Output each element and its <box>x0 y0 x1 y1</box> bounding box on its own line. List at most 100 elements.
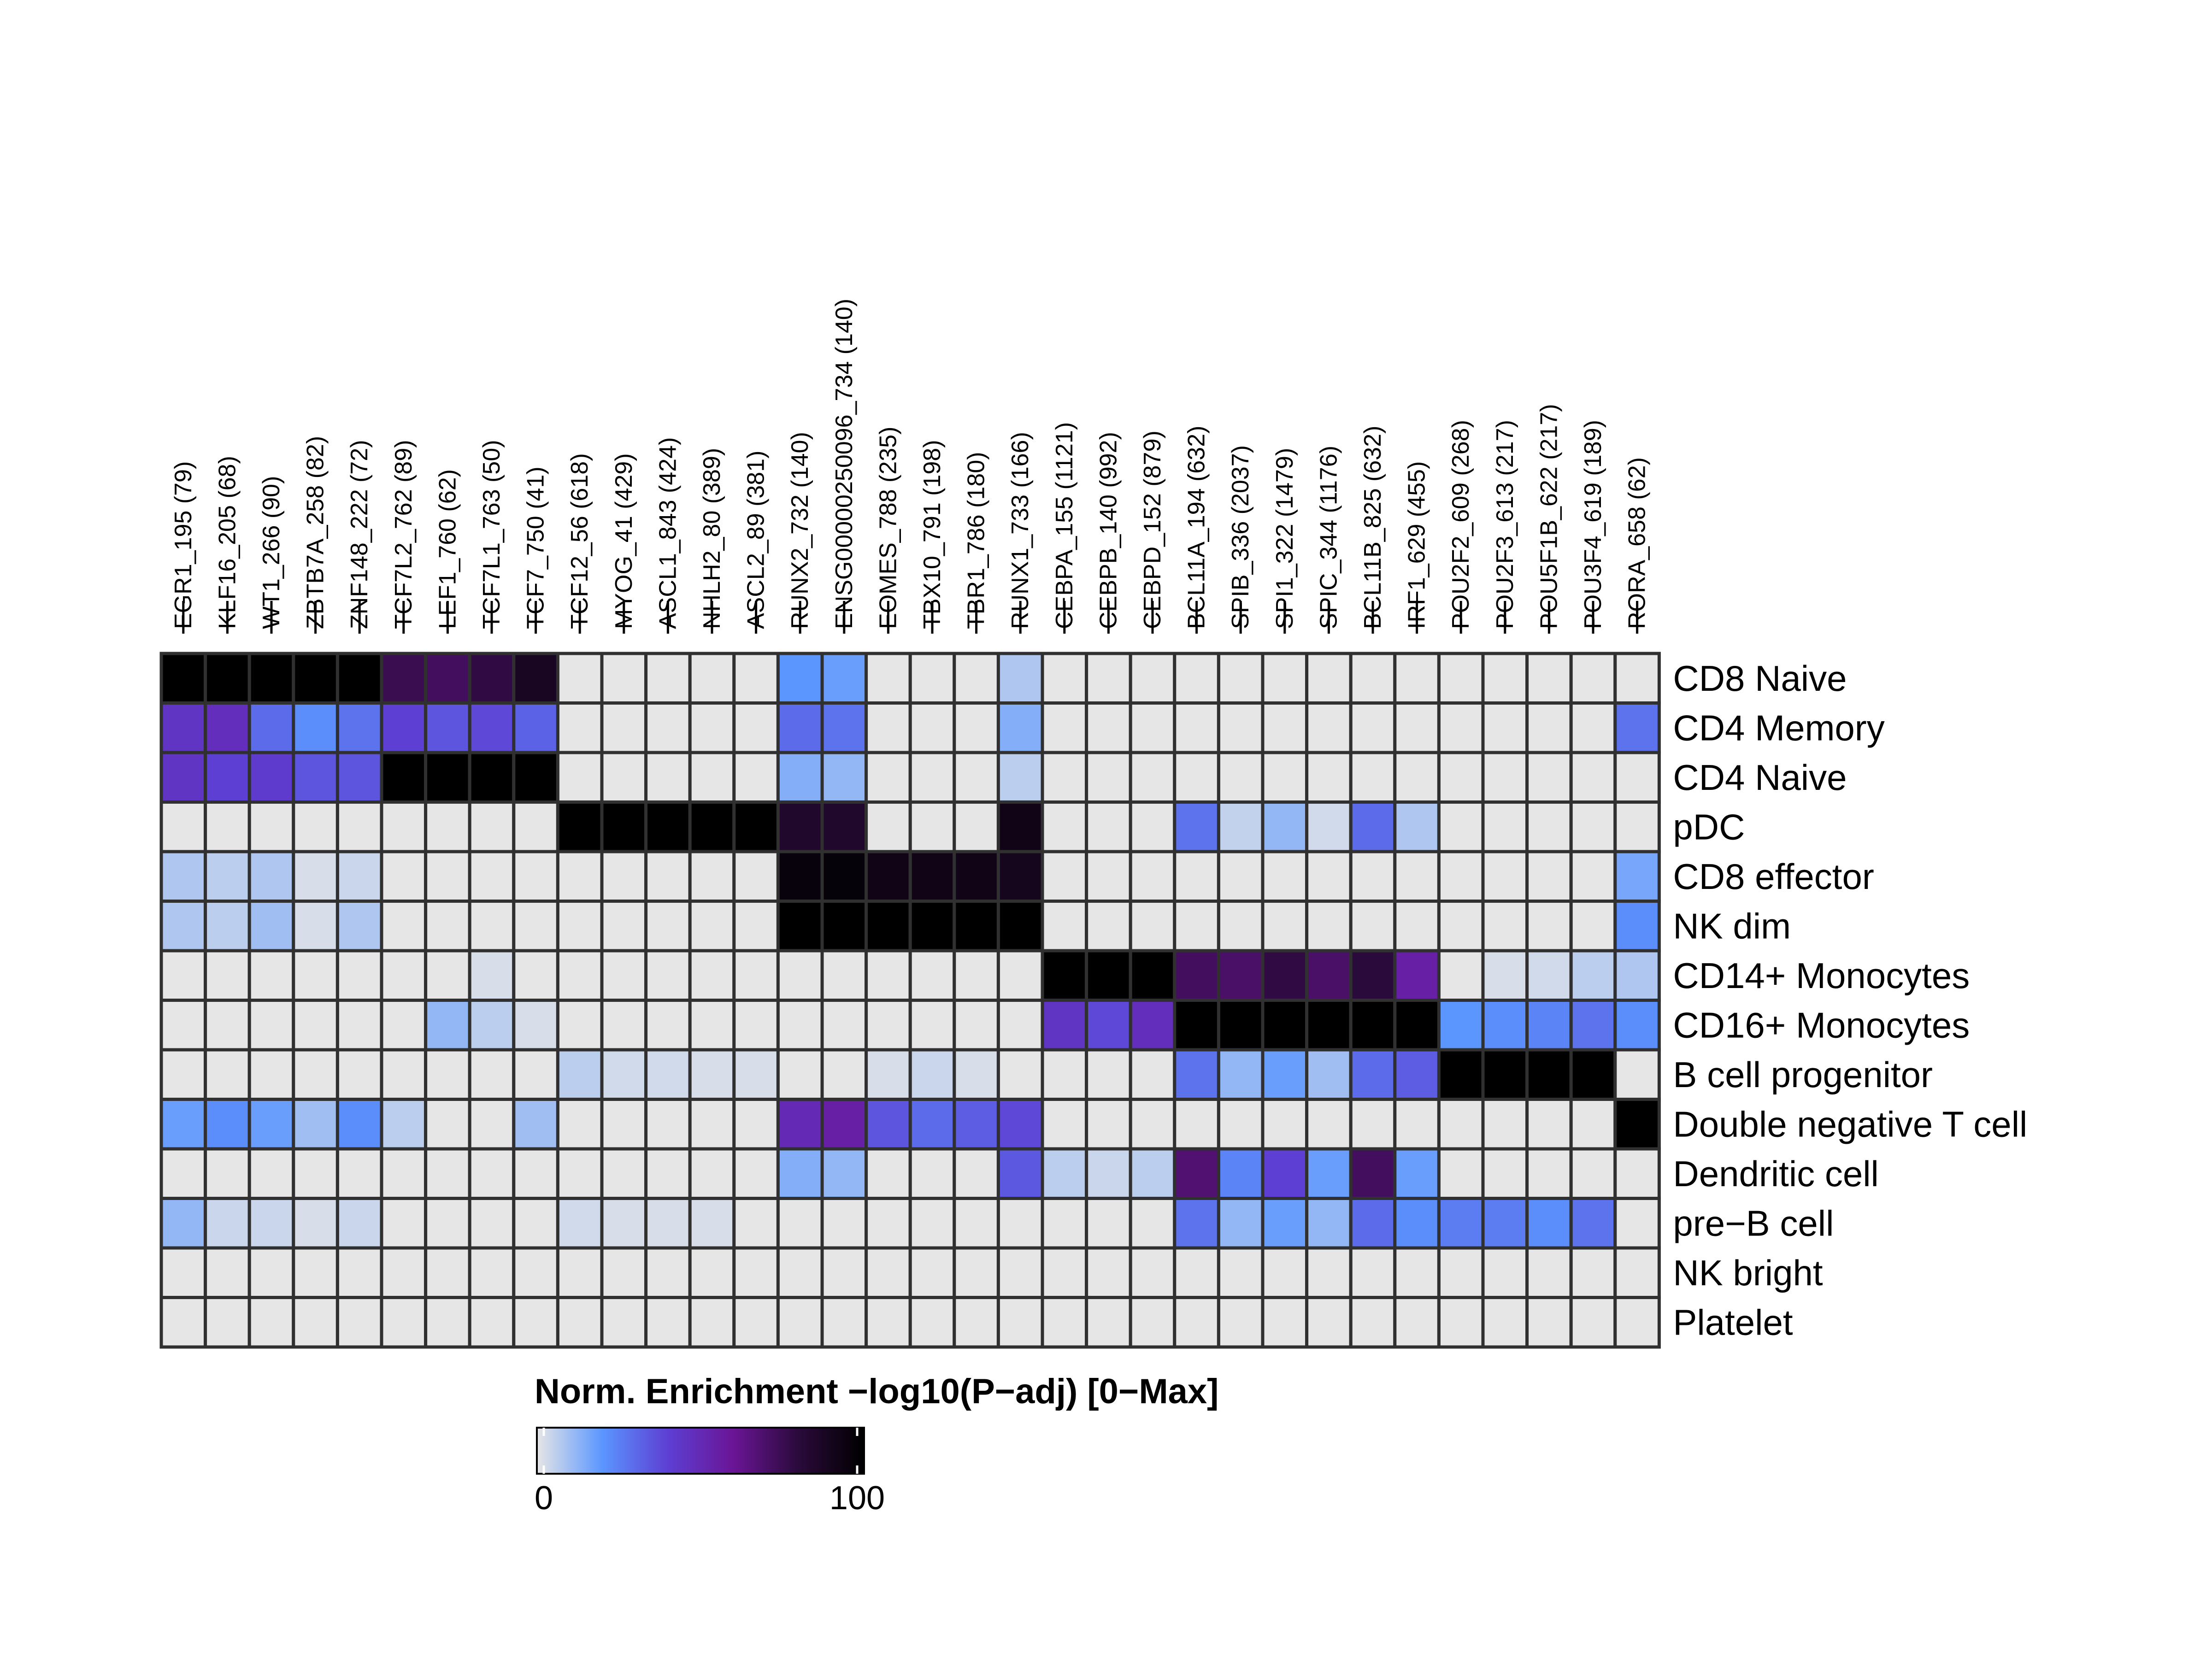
heatmap-cell <box>512 1098 559 1151</box>
heatmap-cell <box>1085 1246 1132 1299</box>
heatmap-cell <box>908 949 956 1002</box>
heatmap-cell <box>335 999 383 1052</box>
heatmap-cell <box>1173 1197 1220 1250</box>
heatmap-cell <box>644 1048 692 1101</box>
heatmap-cell <box>204 900 251 953</box>
heatmap-cell <box>335 850 383 903</box>
heatmap-cell <box>512 999 559 1052</box>
heatmap-cell <box>1041 1048 1088 1101</box>
heatmap-cell <box>1393 1098 1441 1151</box>
heatmap-cell <box>1349 652 1397 705</box>
heatmap-cell <box>335 1048 383 1101</box>
row-label: CD8 effector <box>1673 856 1874 897</box>
heatmap-cell <box>953 1048 1000 1101</box>
heatmap-cell <box>1481 1197 1529 1250</box>
heatmap-cell <box>424 1147 471 1200</box>
heatmap-cell <box>1305 1296 1353 1349</box>
heatmap-cell <box>1217 751 1265 804</box>
heatmap-cell <box>600 1197 648 1250</box>
heatmap-cell <box>1173 900 1220 953</box>
row-label: Dendritic cell <box>1673 1153 1878 1194</box>
heatmap-cell <box>820 751 868 804</box>
heatmap-cell <box>556 1147 604 1200</box>
heatmap-cell <box>1261 1147 1309 1200</box>
heatmap-cell <box>1129 652 1177 705</box>
heatmap-cell <box>468 1197 516 1250</box>
column-label: CEBPA_155 (1121) <box>1051 422 1078 629</box>
heatmap-cell <box>380 1098 428 1151</box>
heatmap-cell <box>159 800 207 853</box>
heatmap-cell <box>953 1246 1000 1299</box>
heatmap-cell <box>644 1197 692 1250</box>
heatmap-cell <box>600 1246 648 1299</box>
heatmap-cell <box>159 701 207 754</box>
heatmap-cell <box>1261 900 1309 953</box>
heatmap-cell <box>1437 949 1485 1002</box>
heatmap-cell <box>1569 1098 1617 1151</box>
column-label: MYOG_41 (429) <box>611 453 637 629</box>
heatmap-cell <box>732 1098 780 1151</box>
heatmap-cell <box>688 1098 736 1151</box>
heatmap-cell <box>820 800 868 853</box>
column-label: EGR1_195 (79) <box>170 461 197 629</box>
heatmap-cell <box>908 701 956 754</box>
heatmap-cell <box>1173 751 1220 804</box>
heatmap-cell <box>953 1147 1000 1200</box>
heatmap-cell <box>776 850 824 903</box>
heatmap-cell <box>1217 999 1265 1052</box>
heatmap-cell <box>556 1246 604 1299</box>
heatmap-cell <box>600 652 648 705</box>
heatmap-cell <box>1217 1296 1265 1349</box>
heatmap-cell <box>996 1048 1044 1101</box>
column-label: ASCL2_89 (381) <box>743 451 770 629</box>
column-tick-marks <box>182 601 1639 634</box>
heatmap-cell <box>1217 1048 1265 1101</box>
heatmap-cell <box>1349 751 1397 804</box>
heatmap-cell <box>1349 999 1397 1052</box>
heatmap-cell <box>512 1048 559 1101</box>
heatmap-cell <box>865 701 912 754</box>
heatmap-cell <box>1041 999 1088 1052</box>
heatmap-cell <box>1129 900 1177 953</box>
heatmap-cell <box>1129 800 1177 853</box>
row-label: CD8 Naive <box>1673 658 1847 699</box>
heatmap-cell <box>1305 1246 1353 1299</box>
column-label: WT1_266 (90) <box>258 476 285 629</box>
row-label: pre−B cell <box>1673 1203 1834 1243</box>
heatmap-cell <box>1217 1246 1265 1299</box>
heatmap-cell <box>1305 1197 1353 1250</box>
heatmap-cell <box>335 800 383 853</box>
column-label: POU3F4_619 (189) <box>1580 420 1606 629</box>
heatmap-cell <box>292 800 339 853</box>
heatmap-cell <box>996 800 1044 853</box>
heatmap-cell <box>1349 701 1397 754</box>
heatmap-cell <box>1437 1048 1485 1101</box>
heatmap-cell <box>1613 850 1661 903</box>
column-label: ZBTB7A_258 (82) <box>302 436 329 629</box>
heatmap-cell <box>776 900 824 953</box>
heatmap-cell <box>644 949 692 1002</box>
heatmap-cell <box>1393 949 1441 1002</box>
heatmap-cell <box>1305 1048 1353 1101</box>
heatmap-cell <box>1393 1197 1441 1250</box>
heatmap-cell <box>1173 850 1220 903</box>
heatmap-cell <box>1437 999 1485 1052</box>
heatmap-cell <box>820 949 868 1002</box>
heatmap-cell <box>468 1246 516 1299</box>
heatmap-cell <box>556 900 604 953</box>
heatmap-cell <box>556 850 604 903</box>
heatmap-cell <box>644 800 692 853</box>
row-label: Platelet <box>1673 1302 1793 1342</box>
heatmap-cell <box>1041 751 1088 804</box>
heatmap-cell <box>1085 1098 1132 1151</box>
heatmap-cell <box>512 850 559 903</box>
colorbar-legend: Norm. Enrichment −log10(P−adj) [0−Max] 0… <box>535 1372 1219 1517</box>
heatmap-cell <box>424 1197 471 1250</box>
heatmap-cell <box>247 1098 295 1151</box>
heatmap-cell <box>1085 949 1132 1002</box>
heatmap-cell <box>732 751 780 804</box>
heatmap-cell <box>644 652 692 705</box>
heatmap-cell <box>1173 800 1220 853</box>
heatmap-cell <box>159 652 207 705</box>
heatmap-cell <box>556 1048 604 1101</box>
